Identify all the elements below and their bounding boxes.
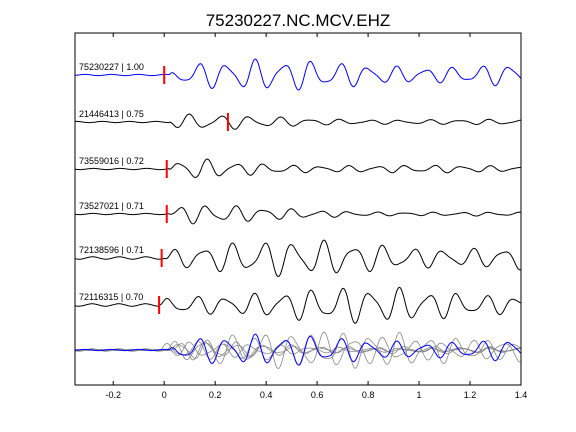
chart-title: 75230227.NC.MCV.EHZ: [206, 11, 391, 30]
trace-label-73559016: 73559016 | 0.72: [79, 156, 144, 166]
trace-label-21446413: 21446413 | 0.75: [79, 109, 144, 119]
x-tick-label: 0.2: [209, 390, 222, 400]
x-tick-label: 1: [417, 390, 422, 400]
x-tick-label: 0.8: [362, 390, 375, 400]
trace-line-72116315: [74, 286, 521, 324]
x-axis: -0.2 0 0.2 0.4 0.6 0.8 1 1.2 1.4: [105, 33, 527, 400]
trace-line-75230227: [74, 58, 521, 91]
trace-line-72138596: [74, 239, 521, 278]
axes-box: [74, 32, 522, 386]
x-tick-label: 0.6: [311, 390, 324, 400]
x-tick-label: 0: [162, 390, 167, 400]
trace-label-73527021: 73527021 | 0.71: [79, 201, 144, 211]
trace-label-72138596: 72138596 | 0.71: [79, 245, 144, 255]
trace-line-73527021: [74, 205, 521, 225]
plot-area: 75230227 | 1.00 21446413 | 0.75 73559016 |…: [74, 58, 521, 369]
stack-trace-75230227: [74, 333, 521, 366]
x-tick-label: 1.4: [515, 390, 528, 400]
x-tick-label: -0.2: [105, 390, 121, 400]
x-tick-label: 0.4: [260, 390, 273, 400]
x-tick-label: 1.2: [464, 390, 477, 400]
trace-label-72116315: 72116315 | 0.70: [79, 292, 143, 302]
trace-line-73559016: [74, 158, 521, 179]
trace-label-75230227: 75230227 | 1.00: [79, 62, 144, 72]
trace-line-21446413: [75, 113, 521, 130]
